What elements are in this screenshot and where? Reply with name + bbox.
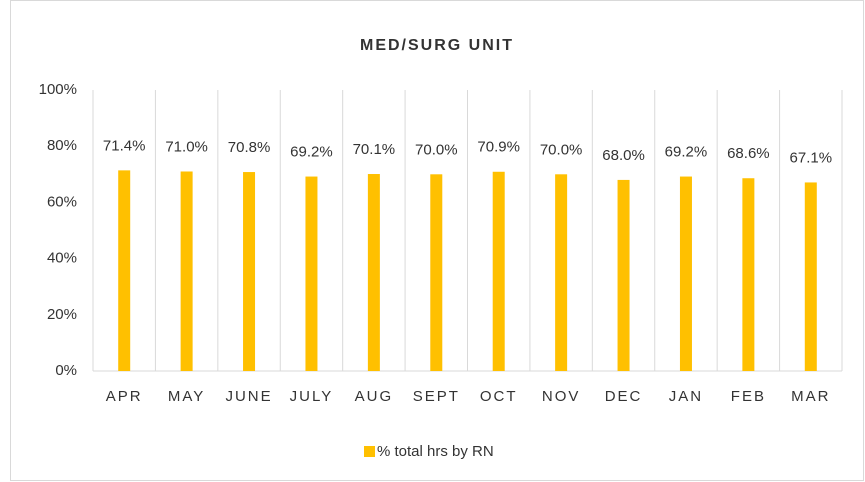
x-tick-label: OCT <box>480 388 518 405</box>
data-label: 70.0% <box>540 141 583 158</box>
data-label: 71.0% <box>165 138 208 155</box>
x-tick-label: JUNE <box>225 388 272 405</box>
y-tick-label: 0% <box>55 362 77 379</box>
data-label: 70.9% <box>477 139 520 156</box>
x-tick-label: NOV <box>542 388 581 405</box>
bar <box>180 171 193 371</box>
y-tick-label: 20% <box>47 306 77 323</box>
x-tick-label: DEC <box>605 388 643 405</box>
bar <box>305 176 318 371</box>
x-tick-label: AUG <box>355 388 394 405</box>
x-tick-label: MAR <box>791 388 830 405</box>
bar <box>617 179 630 371</box>
x-tick-label: FEB <box>731 388 766 405</box>
x-tick-label: APR <box>106 388 143 405</box>
data-label: 71.4% <box>103 137 146 154</box>
bar <box>555 174 568 371</box>
data-label: 70.0% <box>415 141 458 158</box>
x-tick-label: JAN <box>669 388 703 405</box>
data-label: 67.1% <box>790 149 833 166</box>
bar <box>804 182 817 371</box>
data-label: 68.0% <box>602 147 645 164</box>
chart-title: MED/SURG UNIT <box>360 37 514 54</box>
data-label: 70.8% <box>228 139 271 156</box>
bar <box>742 178 755 371</box>
y-tick-label: 40% <box>47 250 77 267</box>
y-tick-label: 80% <box>47 137 77 154</box>
y-tick-label: 60% <box>47 193 77 210</box>
data-label: 68.6% <box>727 145 770 162</box>
data-label: 69.2% <box>665 144 708 161</box>
bar <box>492 171 505 371</box>
x-tick-label: MAY <box>168 388 205 405</box>
bar <box>118 170 131 371</box>
bar <box>367 174 380 371</box>
bar <box>243 172 256 371</box>
bar <box>679 176 692 371</box>
legend-label: % total hrs by RN <box>377 443 494 460</box>
bar <box>430 174 443 371</box>
legend-swatch <box>364 446 375 457</box>
x-tick-label: SEPT <box>413 388 460 405</box>
x-tick-label: JULY <box>290 388 334 405</box>
y-tick-label: 100% <box>39 81 77 98</box>
data-label: 70.1% <box>353 141 396 158</box>
data-label: 69.2% <box>290 144 333 161</box>
